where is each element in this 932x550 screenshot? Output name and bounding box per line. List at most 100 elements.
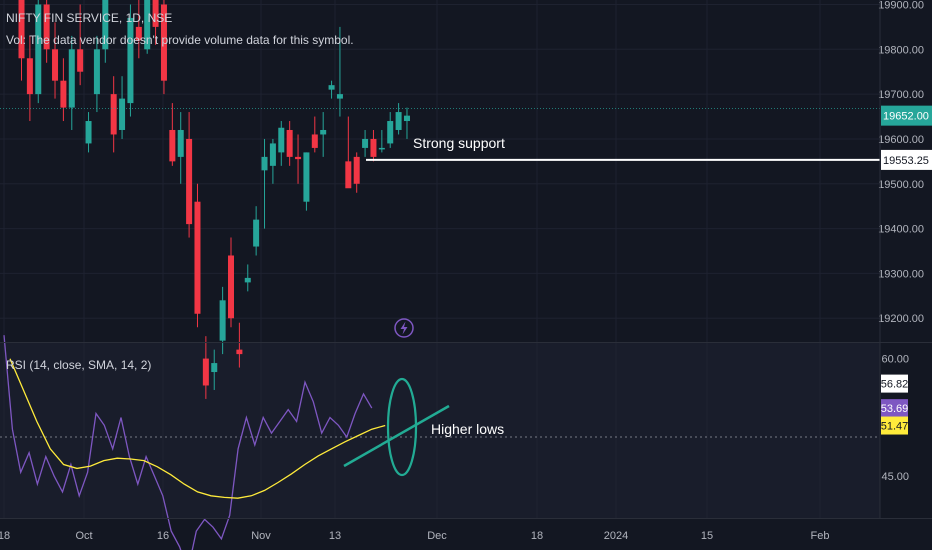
symbol-title[interactable]: NIFTY FIN SERVICE, 1D, NSE [6,11,173,25]
price-label-box [881,149,932,170]
candle-body [228,255,234,319]
price-tick-label: 19700.00 [878,89,924,101]
candle [85,112,92,153]
candle [102,0,109,63]
candle-body [345,161,352,189]
time-tick-label: 13 [329,530,341,542]
candle [144,0,151,54]
candle [52,22,59,99]
candle-body [219,300,226,341]
rsi-ma-line [9,358,386,499]
candle [18,0,25,81]
rsi-value-label: 56.82 [881,374,909,393]
candle [26,35,33,122]
candle-body [43,4,50,50]
rsi-value-text: 56.82 [881,379,909,391]
candle [77,4,84,86]
higher-lows-trendline[interactable] [343,404,450,468]
candle [261,138,268,229]
candle [278,121,285,166]
candle-body [18,0,25,59]
candle [378,129,385,153]
rsi-axis[interactable]: 60.00 45.00 [881,354,909,484]
candle [194,183,201,328]
price-tick-label: 19300.00 [878,268,924,280]
candle [353,152,360,193]
candle-body [362,138,369,148]
higher-lows-text: Higher lows [431,421,504,437]
candle-body [253,219,260,247]
price-tick-label: 19200.00 [878,313,924,325]
candle [244,264,251,292]
candle-body [395,112,402,130]
candle-body [35,4,42,95]
candle-body [202,358,209,386]
support-annotation-text: Strong support [413,135,505,151]
candle [43,0,50,63]
candle [177,112,184,184]
candle-body [144,0,151,50]
candle-body [336,94,343,99]
candle [228,237,234,328]
rsi-value-box [881,399,908,418]
candle [345,116,352,189]
candle-body [152,0,159,27]
price-tick-label: 19800.00 [878,44,924,56]
candle-body [269,143,276,166]
candle [286,121,293,166]
candle [169,103,176,166]
rsi-line [3,335,373,550]
candle [236,322,243,368]
time-tick-label: Oct [75,530,92,542]
candle [93,35,100,113]
price-label-text: 19553.25 [883,155,929,167]
candle-body [303,152,310,202]
candle [135,0,142,59]
higher-lows-ellipse[interactable] [386,377,418,477]
price-tick-label: 19400.00 [878,224,924,236]
lightning-icon[interactable] [394,318,414,338]
candle [403,107,410,139]
price-axis[interactable]: 19900.00 19800.00 19700.00 19600.00 19500.00… [878,0,924,325]
candle-body [387,121,394,144]
candle-body [52,49,59,81]
time-tick-label: 2024 [604,530,628,542]
candle [395,103,402,135]
time-tick-label: Feb [811,530,830,542]
candle [269,138,276,184]
candle [328,80,335,99]
candle-body [211,363,218,373]
support-annotation: Strong support [366,135,880,161]
candle [60,58,67,122]
candle-body [295,156,302,160]
rsi-value-labels: 56.82 53.69 51.47 [881,374,909,435]
candle-body [278,127,285,153]
time-tick-label: 16 [157,530,169,542]
price-label-box [881,105,932,126]
rsi-value-text: 51.47 [881,421,909,433]
price-tick-label: 19900.00 [878,0,924,11]
candle-body [68,49,75,108]
candle [253,206,260,256]
candle-body [328,85,335,90]
candle [35,0,42,104]
candle-body [160,4,167,81]
candle-body [378,147,385,150]
candle-body [353,156,360,184]
rsi-annotation: Higher lows [343,377,504,477]
time-axis[interactable]: 18 Oct 16 Nov 13 Dec 18 2024 15 Feb [0,530,829,542]
last-price-label: 19652.00 [881,105,932,126]
rsi-legend[interactable]: RSI (14, close, SMA, 14, 2) [6,358,152,372]
price-tick-label: 19500.00 [878,179,924,191]
candle-body [110,94,117,135]
candle [68,35,75,130]
candle-body [127,17,134,104]
rsi-tick-label: 45.00 [881,471,909,483]
volume-notice: Vol: The data vendor doesn't provide vol… [6,33,354,47]
candle-body [370,138,377,157]
rsi-tick-label: 60.00 [881,354,909,366]
time-tick-label: 15 [701,530,713,542]
time-tick-label: Dec [427,530,447,542]
rsi-value-text: 53.69 [881,403,909,415]
